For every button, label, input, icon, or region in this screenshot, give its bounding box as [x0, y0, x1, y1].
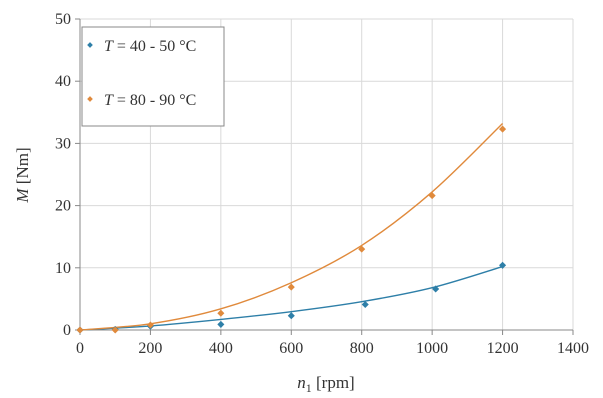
legend-var-series-1: T	[104, 38, 114, 55]
legend: T = 40 - 50 °C T = 80 - 90 °C	[81, 26, 225, 127]
data-point-series-1	[287, 312, 295, 320]
x-tick-label: 1000	[416, 340, 448, 357]
data-point-series-1	[361, 300, 369, 309]
x-axis-title-unit: [rpm]	[312, 373, 355, 392]
y-axis-title: M [Nm]	[13, 147, 32, 203]
legend-label-series-1: T = 40 - 50 °C	[104, 38, 196, 55]
data-points	[76, 125, 507, 334]
legend-var-series-2: T	[104, 92, 114, 109]
data-point-series-2	[287, 283, 295, 291]
x-tick-label: 1400	[557, 340, 589, 357]
y-tick-label: 40	[55, 73, 71, 90]
x-tick-label: 200	[138, 340, 162, 357]
x-tick-label: 400	[209, 340, 233, 357]
y-tick-label: 20	[55, 198, 71, 215]
data-point-series-2	[111, 326, 119, 334]
data-point-series-2	[146, 321, 154, 329]
x-tick-label: 1200	[487, 340, 519, 357]
data-point-series-2	[499, 125, 507, 133]
legend-label-series-2: T = 80 - 90 °C	[104, 92, 196, 109]
y-tick-label: 50	[55, 11, 71, 28]
data-point-series-1	[499, 261, 507, 269]
y-tick-label: 0	[63, 322, 71, 339]
legend-box	[81, 26, 225, 127]
x-axis-title-var: n	[297, 373, 306, 392]
x-axis-title: n1 [rpm]	[297, 373, 354, 395]
x-axis-title-sub: 1	[306, 381, 312, 395]
data-point-series-2	[428, 192, 436, 200]
data-point-series-2	[76, 326, 84, 334]
legend-rest-series-1: = 40 - 50 °C	[113, 38, 196, 55]
y-axis-title-var: M	[13, 188, 32, 204]
y-tick-label: 30	[55, 135, 71, 152]
legend-marker-series-2	[87, 96, 93, 102]
y-tick-label: 10	[55, 260, 71, 277]
x-tick-label: 600	[279, 340, 303, 357]
data-point-series-2	[358, 245, 366, 253]
data-point-series-2	[217, 309, 225, 317]
legend-rest-series-2: = 80 - 90 °C	[113, 92, 196, 109]
x-tick-label: 0	[76, 340, 84, 357]
data-point-series-1	[217, 320, 225, 328]
data-point-series-1	[432, 285, 440, 293]
x-tick-label: 800	[350, 340, 374, 357]
y-axis-title-unit: [Nm]	[13, 147, 32, 188]
axes: 0 200 400 600 800 1000 1200 1400 0 10 20 30 40 50	[55, 11, 589, 357]
